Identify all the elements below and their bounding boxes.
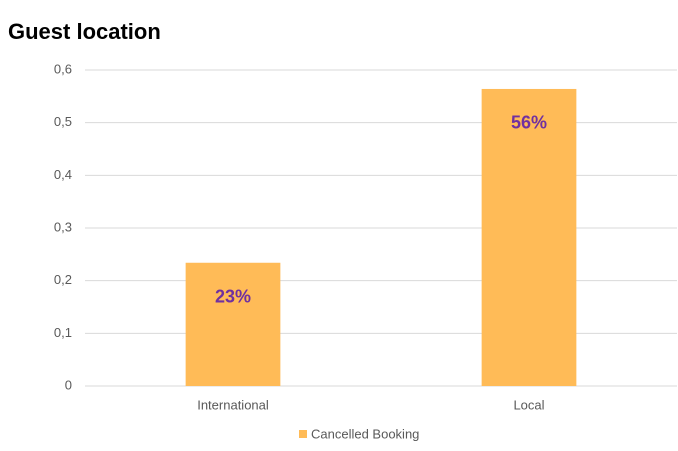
x-tick-label: International: [197, 397, 269, 412]
value-label: 56%: [511, 113, 547, 133]
y-tick-label: 0,4: [54, 167, 72, 182]
chart-title: Guest location: [8, 19, 161, 44]
y-tick-label: 0,5: [54, 114, 72, 129]
bar: [481, 88, 577, 387]
y-tick-label: 0,3: [54, 219, 72, 234]
legend-label: Cancelled Booking: [311, 426, 419, 441]
value-label: 23%: [215, 287, 251, 307]
legend-swatch: [299, 430, 307, 438]
y-tick-label: 0,2: [54, 272, 72, 287]
y-tick-label: 0,6: [54, 61, 72, 76]
bar: [185, 262, 281, 386]
y-tick-label: 0: [65, 377, 72, 392]
x-tick-label: Local: [513, 397, 544, 412]
y-tick-label: 0,1: [54, 325, 72, 340]
